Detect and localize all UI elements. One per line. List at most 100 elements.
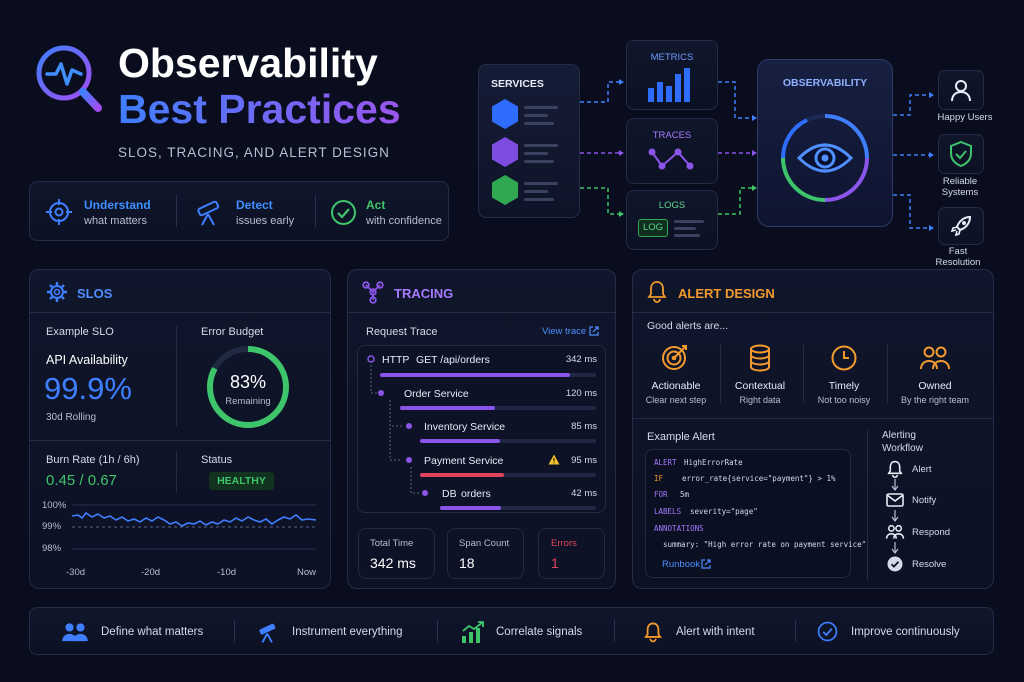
divider (234, 620, 235, 642)
traces-label: TRACES (652, 130, 692, 141)
warning-icon (548, 454, 560, 465)
trace-tree-connectors (367, 355, 428, 496)
code-value: 5m (680, 490, 690, 499)
span-duration: 342 ms (565, 354, 597, 365)
hexagon-icon (492, 99, 518, 129)
slos-panel (29, 269, 331, 589)
check-circle-icon (887, 556, 903, 572)
span-name[interactable]: Inventory Service (424, 421, 506, 433)
error-budget-label: Error Budget (201, 326, 264, 338)
code-value: summary: "High error rate on payment ser… (663, 540, 867, 549)
stat-total-time-value: 342 ms (370, 555, 416, 571)
burn-rate-label: Burn Rate (1h / 6h) (46, 454, 140, 466)
diagram-connectors (580, 79, 934, 231)
pillar-understand-title: Understand (84, 198, 151, 212)
view-trace-link[interactable]: View trace (542, 326, 587, 337)
tracing-title: TRACING (394, 286, 454, 301)
users-icon (62, 623, 88, 642)
page-subtitle: SLOS, TRACING, AND ALERT DESIGN (118, 145, 390, 160)
workflow-step-resolve: Resolve (912, 559, 947, 570)
hexagon-icon (492, 175, 518, 205)
span-bar-track (440, 506, 596, 510)
divider (867, 430, 868, 580)
footer-item-instrument: Instrument everything (292, 626, 403, 638)
y-tick-98: 98% (42, 543, 62, 554)
span-bar (420, 439, 500, 443)
quality-actionable-sub: Clear next step (645, 395, 707, 405)
bar-chart-icon (648, 68, 690, 102)
telescope-icon (197, 200, 220, 226)
pillar-detect-sub: issues early (236, 215, 295, 227)
outcome-fast-resolution-label-2: Resolution (935, 257, 981, 268)
quality-timely-sub: Not too noisy (817, 395, 871, 405)
span-name[interactable]: Order Service (404, 388, 469, 400)
y-tick-100: 100% (42, 500, 67, 511)
telescope-icon (259, 623, 276, 643)
span-bar (380, 373, 570, 377)
log-line-placeholders (674, 220, 704, 237)
alert-code-block (645, 449, 851, 578)
span-bar-track (420, 473, 596, 477)
status-badge: HEALTHY (209, 472, 274, 490)
footer-item-improve: Improve continuously (851, 626, 960, 638)
nodes-icon (362, 281, 384, 304)
users-icon (920, 346, 950, 370)
footer-item-correlate: Correlate signals (496, 626, 583, 638)
runbook-link[interactable]: Runbook (662, 559, 701, 570)
span-bar-track (420, 439, 596, 443)
quality-owned-sub: By the right team (900, 395, 970, 405)
service-line-placeholders (524, 106, 558, 201)
outcome-fast-resolution-card (938, 207, 984, 245)
workflow-step-alert: Alert (912, 464, 932, 475)
span-name[interactable]: Payment Service (424, 455, 504, 467)
user-icon (951, 80, 971, 102)
divider (176, 195, 177, 227)
divider (633, 418, 993, 419)
page-title-line-1: Observability (118, 40, 378, 86)
outcome-fast-resolution-label-1: Fast (948, 246, 968, 257)
outcome-reliable-systems-label-1: Reliable (942, 176, 978, 187)
bell-icon (644, 622, 662, 643)
y-tick-99: 99% (42, 521, 62, 532)
alert-design-title: ALERT DESIGN (678, 286, 775, 301)
quality-contextual-sub: Right data (739, 395, 781, 405)
pillar-understand-sub: what matters (84, 215, 147, 227)
trace-graph-icon (648, 148, 694, 170)
code-key: ANNOTATIONS (654, 524, 704, 533)
error-budget-arc (207, 346, 289, 428)
span-name[interactable]: orders (461, 488, 491, 500)
hexagon-icon (492, 137, 518, 167)
code-key: ALERT (654, 458, 677, 467)
span-name[interactable]: GET /api/orders (416, 354, 490, 366)
quality-actionable-title: Actionable (651, 380, 701, 392)
divider (803, 345, 804, 403)
example-alert-label: Example Alert (647, 431, 715, 443)
outcome-reliable-systems-label-2: Systems (941, 187, 979, 198)
alerting-workflow-title-1: Alerting (882, 430, 916, 441)
footer-item-define: Define what matters (101, 626, 204, 638)
gear-icon (47, 282, 67, 302)
span-bar (440, 506, 501, 510)
x-tick-minus-30d: -30d (66, 567, 86, 578)
divider (30, 440, 330, 441)
error-budget-caption: Remaining (225, 396, 271, 407)
check-circle-icon (331, 200, 356, 225)
check-circle-icon (817, 621, 838, 642)
availability-sparkline (71, 504, 317, 550)
code-key: LABELS (654, 507, 682, 516)
burn-rate-value: 0.45 / 0.67 (46, 472, 117, 489)
observability-core-label: OBSERVABILITY (782, 77, 868, 89)
metrics-label: METRICS (650, 52, 694, 63)
slo-name: API Availability (46, 353, 128, 367)
span-bar-track (400, 406, 596, 410)
external-link-icon[interactable] (589, 326, 599, 336)
outcome-happy-users-label: Happy Users (937, 112, 993, 123)
example-slo-label: Example SLO (46, 326, 114, 338)
x-tick-minus-10d: -10d (217, 567, 237, 578)
quality-timely-title: Timely (828, 380, 860, 392)
code-value: HighErrorRate (684, 458, 743, 467)
good-alerts-intro: Good alerts are... (647, 320, 729, 332)
divider (437, 620, 438, 642)
external-link-icon[interactable] (701, 559, 711, 569)
pillar-act-title: Act (366, 198, 386, 212)
